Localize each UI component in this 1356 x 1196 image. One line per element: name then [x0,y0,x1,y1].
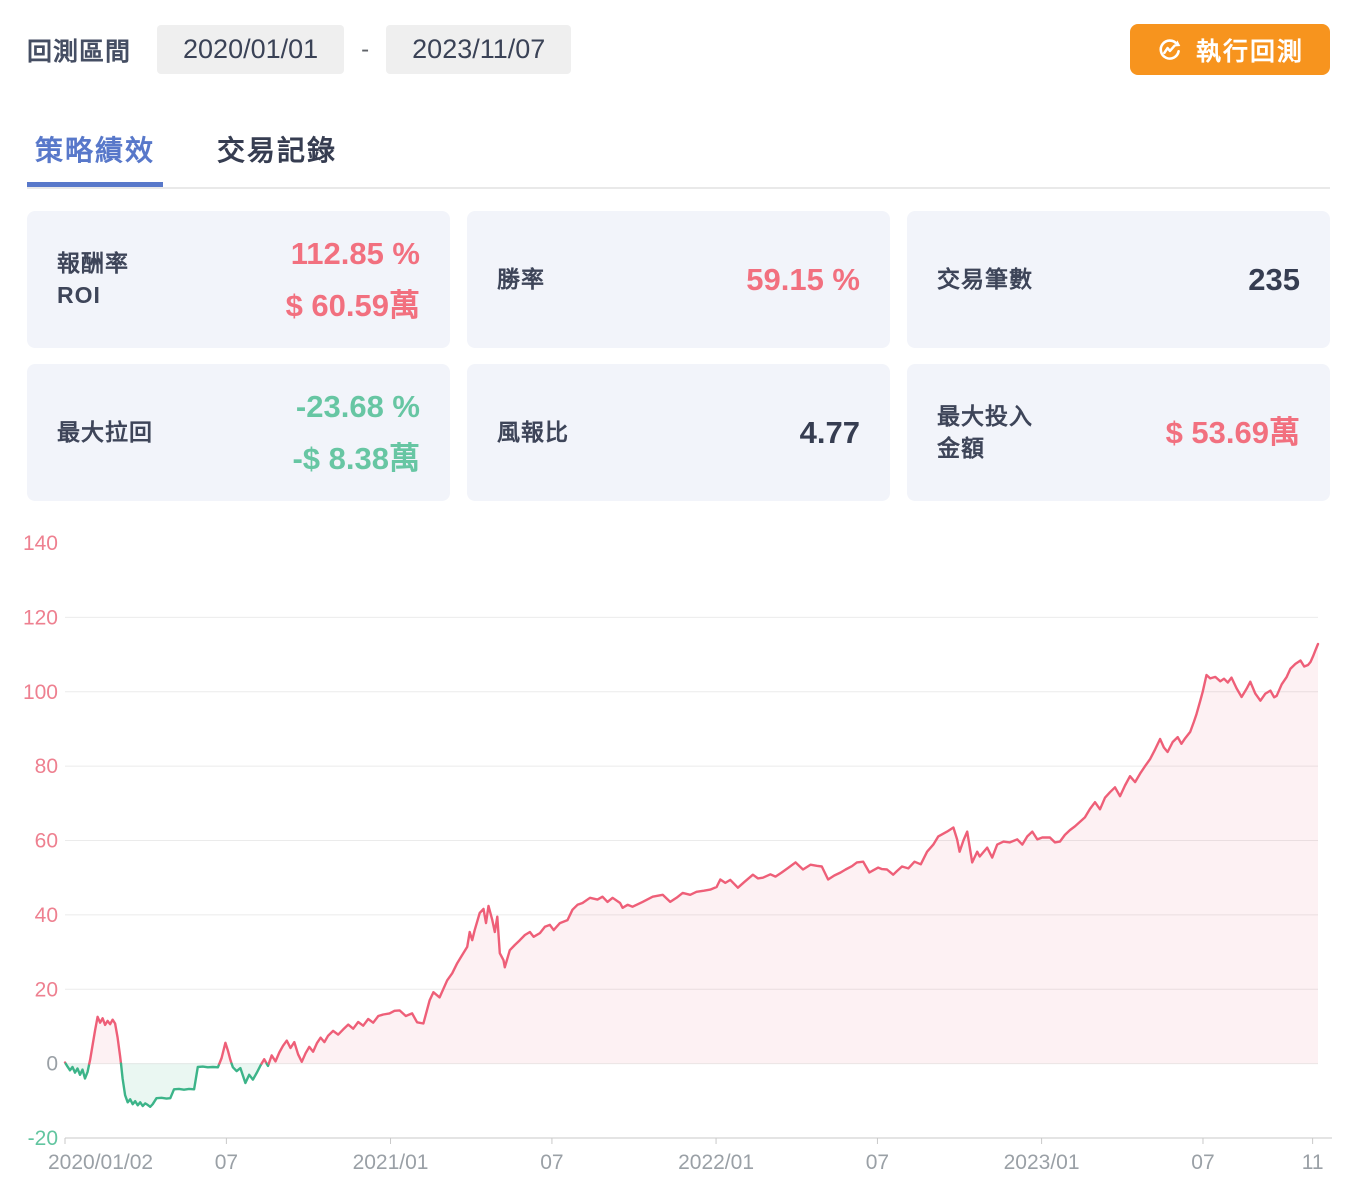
performance-chart: 140 120 100 80 60 40 20 0 -20 2020/01/02 07 2021/01… [23,513,1356,1184]
backtest-header: 回測區間 2020/01/01 - 2023/11/07 執行回測 [27,24,1330,75]
backtest-refresh-icon [1156,36,1183,63]
svg-text:07: 07 [540,1151,563,1174]
stat-label-trade-count: 交易筆數 [937,265,1033,292]
run-backtest-label: 執行回測 [1195,37,1304,66]
svg-text:2021/01: 2021/01 [353,1151,429,1174]
svg-text:07: 07 [866,1151,889,1174]
stat-value-max-drawdown-percent: -23.68 % [295,389,420,425]
svg-text:2023/01: 2023/01 [1004,1151,1080,1174]
stat-card-roi: 報酬率 ROI 112.85 % $ 60.59萬 [27,211,450,348]
stat-card-win-rate: 勝率 59.15 % [467,211,890,348]
svg-text:-20: -20 [28,1127,58,1150]
area-fills [65,644,1318,1107]
stat-label-roi: 報酬率 ROI [57,250,129,308]
start-date-input[interactable]: 2020/01/01 [157,25,345,74]
svg-text:60: 60 [35,830,58,853]
svg-text:2020/01/02: 2020/01/02 [48,1151,153,1174]
stat-value-max-drawdown-amount: -$ 8.38萬 [292,440,420,476]
stat-card-max-drawdown: 最大拉回 -23.68 % -$ 8.38萬 [27,364,450,501]
end-date-input[interactable]: 2023/11/07 [386,25,572,74]
gridlines [65,616,1318,1065]
svg-text:40: 40 [35,904,58,927]
stat-card-trade-count: 交易筆數 235 [907,211,1330,348]
stat-value-risk-reward: 4.77 [799,414,860,450]
stat-card-max-invested: 最大投入 金額 $ 53.69萬 [907,364,1330,501]
series-lines [63,642,1320,1108]
stat-value-trade-count: 235 [1248,261,1300,297]
tab-strategy-performance[interactable]: 策略績效 [27,129,163,187]
stat-label-win-rate: 勝率 [497,265,545,292]
stat-value-roi-amount: $ 60.59萬 [285,287,420,323]
svg-text:120: 120 [23,606,58,629]
svg-text:140: 140 [23,532,58,555]
tab-bar: 策略績效 交易記錄 [27,129,1330,189]
stat-value-win-rate: 59.15 % [746,261,860,297]
date-range-separator: - [361,35,370,63]
stat-value-roi-percent: 112.85 % [290,236,420,272]
tab-trade-records[interactable]: 交易記錄 [217,135,338,166]
stat-label-risk-reward: 風報比 [497,418,569,445]
svg-text:100: 100 [23,681,58,704]
svg-text:0: 0 [46,1053,58,1076]
stat-card-risk-reward: 風報比 4.77 [467,364,890,501]
stat-value-max-invested: $ 53.69萬 [1165,414,1300,450]
run-backtest-button[interactable]: 執行回測 [1129,24,1330,75]
svg-text:2022/01: 2022/01 [678,1151,754,1174]
stats-cards: 報酬率 ROI 112.85 % $ 60.59萬 勝率 59.15 % 交易筆… [27,211,1330,501]
svg-text:11: 11 [1302,1151,1324,1174]
svg-text:07: 07 [215,1151,238,1174]
svg-text:80: 80 [35,755,58,778]
svg-text:07: 07 [1191,1151,1214,1174]
stat-label-max-invested: 最大投入 金額 [937,403,1033,461]
stat-label-max-drawdown: 最大拉回 [57,418,153,445]
backtest-period-label: 回測區間 [27,37,132,66]
svg-text:20: 20 [35,978,58,1001]
